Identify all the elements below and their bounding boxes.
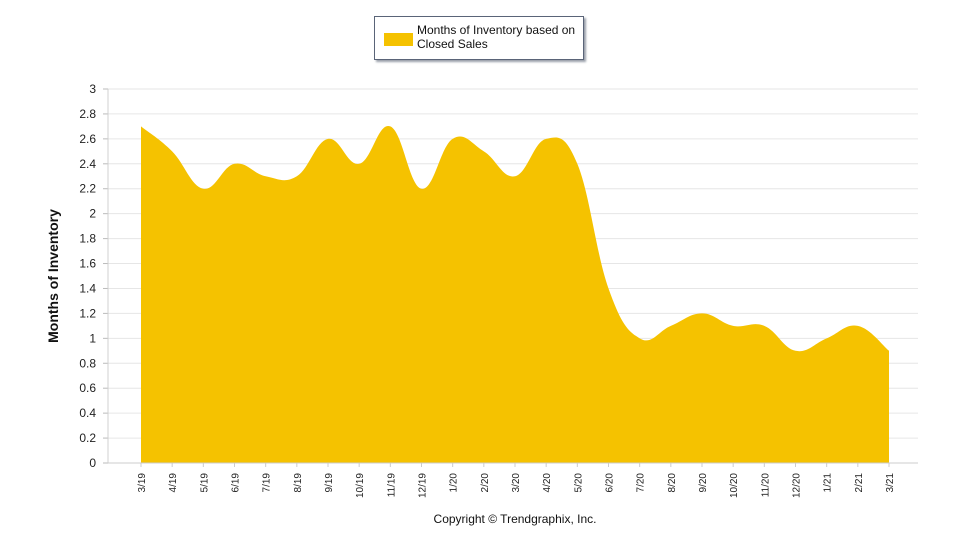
axes (107, 89, 918, 464)
x-tick-label: 6/20 (605, 473, 616, 493)
data-point (171, 150, 174, 153)
data-point (140, 125, 143, 128)
x-tick-label: 1/21 (823, 473, 834, 493)
data-point (514, 175, 517, 178)
y-tick-label: 2 (89, 207, 96, 221)
y-axis-label: Months of Inventory (45, 209, 61, 343)
y-tick-label: 0.6 (79, 381, 96, 395)
x-tick-label: 5/20 (573, 473, 584, 493)
y-tick-label: 0.8 (79, 356, 96, 370)
x-tick-label: 7/20 (636, 473, 647, 493)
y-tick-label: 1 (89, 331, 96, 345)
x-tick-label: 1/20 (449, 473, 460, 493)
data-point (482, 150, 485, 153)
data-point (669, 324, 672, 327)
data-point (327, 137, 330, 140)
data-point (888, 349, 891, 352)
y-tick-label: 1.8 (79, 232, 96, 246)
y-tick-label: 0 (89, 456, 96, 470)
y-tick-label: 1.2 (79, 306, 96, 320)
data-point (295, 175, 298, 178)
y-tick-label: 0.4 (79, 406, 96, 420)
series-area-layer (140, 125, 891, 464)
x-tick-label: 11/20 (760, 473, 771, 498)
y-tick-label: 3 (89, 82, 96, 96)
data-point (264, 175, 267, 178)
x-tick-label: 4/20 (542, 473, 553, 493)
data-point (576, 162, 579, 165)
x-tick-label: 8/19 (293, 473, 304, 493)
x-tick-label: 11/19 (386, 473, 397, 498)
data-point (451, 137, 454, 140)
data-point (701, 312, 704, 315)
x-tick-label: 8/20 (667, 473, 678, 493)
data-point (202, 187, 205, 190)
x-tick-label: 10/20 (729, 473, 740, 498)
data-point (638, 337, 641, 340)
legend: Months of Inventory based on Closed Sale… (374, 16, 584, 60)
y-tick-label: 0.2 (79, 431, 96, 445)
x-tick-label: 2/21 (854, 473, 865, 493)
data-point (358, 162, 361, 165)
y-tick-label: 1.6 (79, 257, 96, 271)
data-point (389, 125, 392, 128)
x-tick-label: 9/20 (698, 473, 709, 493)
x-tick-label: 3/19 (137, 473, 148, 493)
data-point (825, 337, 828, 340)
y-tick-labels: 0 0.2 0.4 0.6 0.8 1 1.2 1.4 1.6 1.8 2 2.2 2.4 2.6 2.8 3 (79, 82, 96, 470)
y-tick-label: 2.8 (79, 107, 96, 121)
x-tick-label: 6/19 (231, 473, 242, 493)
x-tick-label: 3/20 (511, 473, 522, 493)
y-tick-label: 2.4 (79, 157, 96, 171)
data-point (545, 137, 548, 140)
x-tick-label: 7/19 (262, 473, 273, 493)
series-area (141, 125, 889, 464)
legend-label: Months of Inventory based on Closed Sale… (417, 23, 576, 51)
y-tick-label: 2.2 (79, 182, 96, 196)
data-point (420, 187, 423, 190)
y-tick-label: 2.6 (79, 132, 96, 146)
data-point (607, 287, 610, 290)
x-tick-label: 2/20 (480, 473, 491, 493)
data-point (732, 324, 735, 327)
data-point (794, 349, 797, 352)
x-tick-label: 4/19 (168, 473, 179, 493)
copyright-text: Copyright © Trendgraphix, Inc. (433, 512, 597, 526)
data-point (233, 162, 236, 165)
x-tick-label: 12/19 (418, 473, 429, 498)
x-tick-label: 12/20 (792, 473, 803, 498)
x-tick-label: 10/19 (355, 473, 366, 498)
data-point (763, 324, 766, 327)
x-tick-label: 9/19 (324, 473, 335, 493)
x-tick-label: 5/19 (199, 473, 210, 493)
x-tick-labels: 3/19 4/19 5/19 6/19 7/19 8/19 9/19 10/19 11/19 12… (137, 463, 896, 498)
x-tick-label: 3/21 (885, 473, 896, 493)
legend-swatch (384, 33, 413, 46)
data-point (856, 324, 859, 327)
y-tick-label: 1.4 (79, 281, 96, 295)
